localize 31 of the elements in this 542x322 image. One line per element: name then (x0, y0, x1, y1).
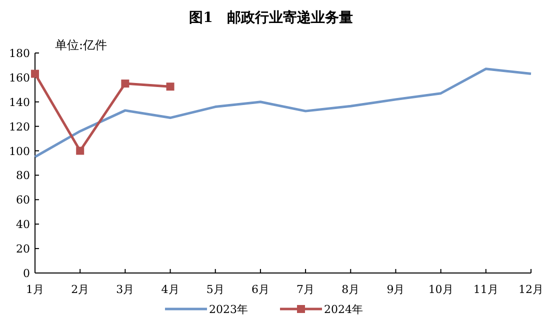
point (121, 80, 130, 88)
point (166, 82, 174, 91)
y-tick-label: 160 (9, 71, 30, 84)
point (31, 70, 39, 78)
y-tick-label: 60 (16, 194, 30, 207)
x-tick-label: 4月 (161, 283, 180, 296)
x-tick-label: 12月 (518, 283, 542, 296)
x-tick-label: 6月 (251, 283, 270, 296)
x-tick-label: 7月 (296, 283, 315, 296)
y-tick-label: 0 (23, 267, 30, 280)
y-axis-title: 单位:亿件 (55, 38, 108, 52)
line-series (34, 68, 532, 158)
legend-label: 2023年 (209, 303, 248, 316)
y-tick-label: 180 (9, 47, 30, 60)
y-tick-label: 20 (16, 242, 30, 256)
x-tick-label: 11月 (473, 283, 498, 296)
x-tick-label: 2月 (71, 283, 90, 296)
x-tick-label: 5月 (206, 283, 224, 296)
x-tick-label: 3月 (116, 283, 134, 296)
y-tick-label: 100 (9, 144, 30, 158)
x-tick-label: 8月 (342, 283, 360, 296)
x-tick-label: 9月 (386, 283, 405, 296)
x-tick-label: 1月 (26, 283, 44, 296)
y-tick-label: 120 (9, 120, 30, 134)
y-tick-label: 80 (16, 169, 30, 182)
chart-title: 图1 邮政行业寄递业务量 (189, 9, 353, 26)
legend-label: 2024年 (324, 303, 363, 316)
point (76, 146, 84, 155)
y-tick-label: 140 (9, 96, 30, 109)
y-tick-label: 40 (16, 218, 30, 232)
x-tick-label: 10月 (428, 283, 454, 296)
